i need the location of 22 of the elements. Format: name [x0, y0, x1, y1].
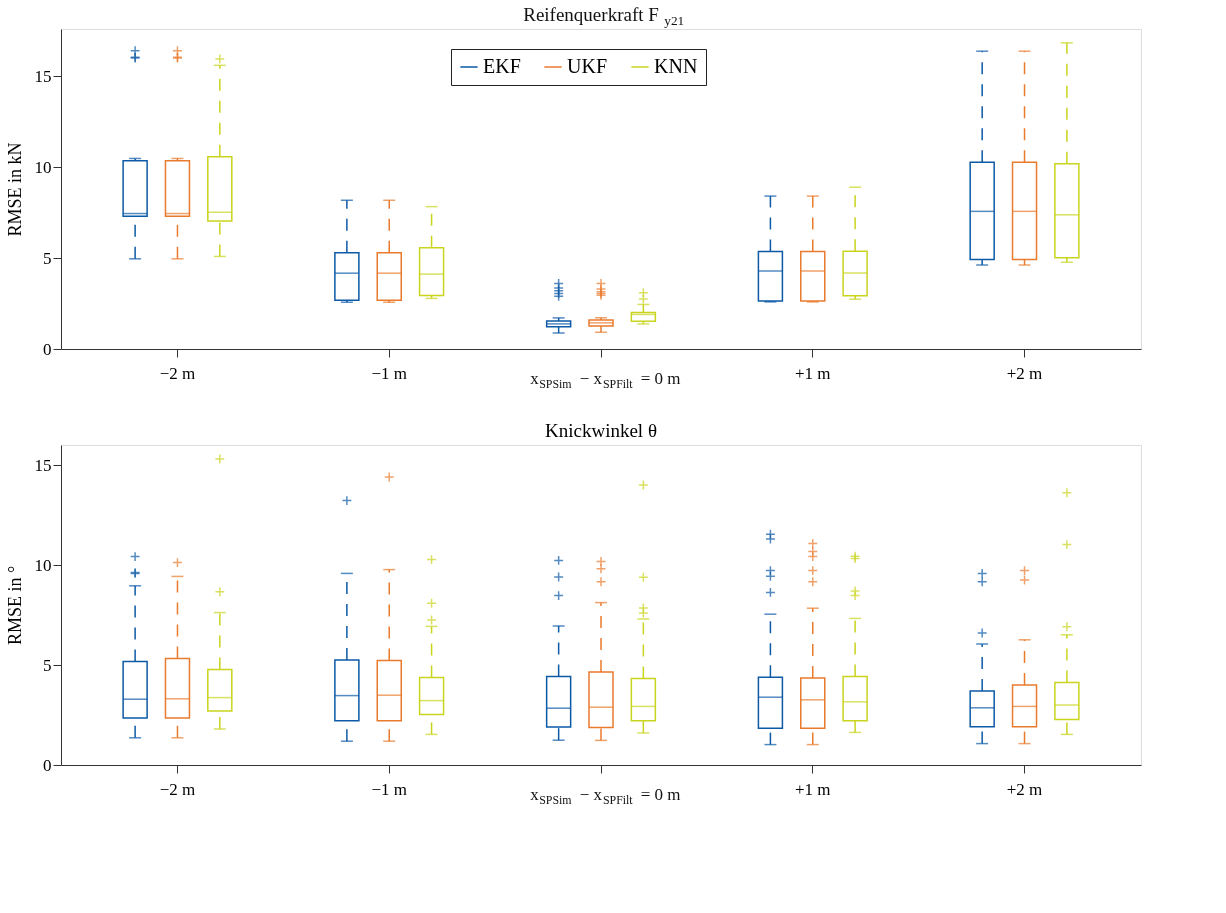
legend-label: UKF	[567, 55, 608, 77]
x-tick-label: +1 m	[794, 363, 831, 383]
x-tick-label: −2 m	[159, 779, 196, 799]
y-axis-title: RMSE in kN	[4, 142, 25, 237]
y-tick-label: 10	[34, 157, 52, 177]
y-tick-label: 15	[34, 455, 52, 475]
y-tick-label: 5	[43, 248, 52, 268]
y-tick-label: 15	[34, 66, 52, 86]
y-tick-label: 0	[43, 339, 52, 359]
legend-label: EKF	[483, 55, 521, 77]
chart-title: Knickwinkel θ	[545, 420, 657, 441]
legend-label: KNN	[654, 55, 698, 77]
x-tick-label: +2 m	[1006, 363, 1043, 383]
x-tick-label: −1 m	[371, 363, 408, 383]
y-tick-label: 0	[43, 755, 52, 775]
x-tick-label: +1 m	[794, 779, 831, 799]
y-tick-label: 5	[43, 655, 52, 675]
y-axis-title: RMSE in °	[4, 565, 25, 646]
y-tick-label: 10	[34, 555, 52, 575]
x-tick-label: −2 m	[159, 363, 196, 383]
x-tick-label: +2 m	[1006, 779, 1043, 799]
x-tick-label: −1 m	[371, 779, 408, 799]
